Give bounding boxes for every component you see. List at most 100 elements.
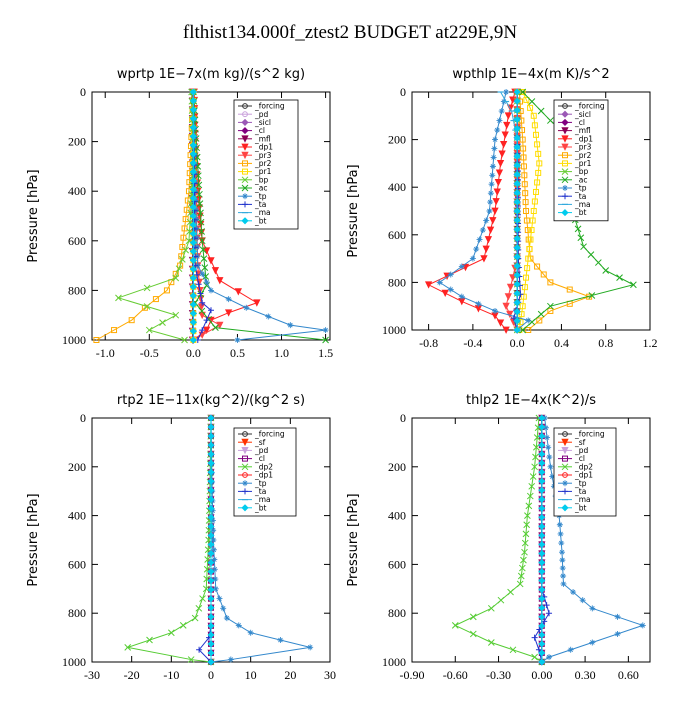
data-point bbox=[519, 326, 527, 334]
legend: _forcing_sf_pd_cl_dp2_dp1_tp_ta_ma_bt bbox=[553, 427, 617, 517]
y-tick-label: 400 bbox=[388, 180, 406, 194]
data-point bbox=[492, 136, 499, 143]
data-point bbox=[207, 649, 215, 657]
data-point bbox=[520, 145, 527, 152]
legend-marker bbox=[242, 160, 248, 167]
x-tick-label: 10 bbox=[245, 668, 257, 682]
data-point bbox=[519, 303, 526, 310]
data-point bbox=[193, 225, 200, 232]
x-tick-label: -0.30 bbox=[486, 668, 511, 682]
data-point bbox=[172, 274, 180, 282]
data-point bbox=[538, 595, 546, 603]
data-point bbox=[189, 318, 197, 326]
data-point bbox=[184, 197, 191, 204]
data-point bbox=[178, 256, 186, 263]
data-point bbox=[523, 217, 530, 224]
data-point bbox=[181, 336, 188, 344]
data-point bbox=[189, 97, 197, 105]
data-point bbox=[187, 656, 195, 663]
legend-marker bbox=[561, 110, 569, 118]
legend-marker bbox=[561, 118, 569, 126]
data-point bbox=[483, 217, 490, 224]
legend-marker bbox=[562, 152, 568, 159]
data-point bbox=[538, 631, 546, 639]
data-point bbox=[513, 234, 521, 243]
data-point bbox=[489, 163, 496, 170]
data-point bbox=[199, 595, 206, 602]
data-point bbox=[538, 604, 546, 612]
data-point bbox=[538, 568, 546, 576]
legend-marker bbox=[242, 431, 248, 437]
data-point bbox=[307, 644, 314, 651]
data-point bbox=[516, 580, 524, 588]
data-point bbox=[212, 585, 219, 592]
data-point bbox=[163, 287, 170, 294]
data-point bbox=[513, 298, 521, 307]
x-tick-label: -0.5 bbox=[140, 346, 159, 360]
data-point bbox=[189, 141, 197, 149]
legend-label: _pd bbox=[254, 110, 269, 119]
data-point bbox=[199, 299, 206, 306]
data-point bbox=[495, 169, 504, 177]
data-point bbox=[234, 288, 242, 296]
data-point bbox=[189, 309, 197, 317]
data-point bbox=[486, 226, 495, 234]
data-point bbox=[524, 512, 531, 519]
data-point bbox=[507, 588, 514, 596]
data-point bbox=[491, 207, 499, 215]
data-point bbox=[207, 604, 215, 612]
legend-label: _tp bbox=[574, 184, 587, 193]
data-point bbox=[532, 131, 539, 138]
y-tick-label: 800 bbox=[388, 606, 406, 620]
legend-marker bbox=[241, 118, 249, 126]
data-point bbox=[546, 654, 553, 661]
legend-label: _bp bbox=[574, 167, 589, 176]
data-point bbox=[537, 310, 545, 318]
data-point bbox=[189, 283, 197, 291]
data-point bbox=[529, 473, 537, 480]
data-point bbox=[210, 546, 217, 553]
data-point bbox=[207, 257, 215, 265]
legend-marker bbox=[562, 185, 568, 191]
chart-panel-3: rtp2 1E−11x(kg^2)/(kg^2 s) Pressure [hPa]… bbox=[26, 393, 336, 682]
data-point bbox=[522, 530, 530, 538]
y-tick-label: 600 bbox=[388, 228, 406, 242]
series-bt bbox=[189, 88, 197, 344]
data-point bbox=[523, 208, 530, 214]
data-point bbox=[195, 604, 203, 612]
legend-label: _pr1 bbox=[254, 167, 272, 176]
data-point bbox=[207, 450, 215, 458]
data-point bbox=[513, 125, 521, 133]
data-point bbox=[547, 463, 554, 470]
x-tick-label: -0.60 bbox=[443, 668, 468, 682]
data-point bbox=[191, 226, 198, 233]
data-point bbox=[513, 97, 521, 105]
data-point bbox=[210, 527, 217, 534]
data-point bbox=[616, 274, 623, 281]
data-point bbox=[436, 279, 443, 286]
legend-label: _ma bbox=[574, 495, 591, 504]
legend-marker bbox=[561, 504, 569, 512]
data-point bbox=[538, 450, 546, 458]
data-point bbox=[513, 161, 521, 169]
y-tick-label: 400 bbox=[388, 509, 406, 523]
data-point bbox=[189, 194, 197, 202]
data-point bbox=[546, 454, 553, 461]
data-point bbox=[513, 170, 521, 178]
legend-label: _pr3 bbox=[574, 143, 592, 152]
data-point bbox=[521, 284, 528, 291]
data-point bbox=[490, 154, 497, 161]
data-point bbox=[484, 236, 493, 244]
legend-marker bbox=[241, 143, 249, 151]
legend-label: _ac bbox=[574, 175, 587, 184]
data-point bbox=[207, 595, 215, 603]
data-point bbox=[182, 216, 189, 223]
legend-label: _bt bbox=[254, 216, 267, 225]
data-point bbox=[207, 568, 215, 576]
y-tick-label: 1000 bbox=[62, 655, 86, 669]
data-point bbox=[220, 605, 227, 612]
data-point bbox=[179, 622, 187, 629]
legend-marker bbox=[561, 447, 569, 455]
data-point bbox=[538, 658, 546, 666]
data-point bbox=[534, 263, 541, 270]
